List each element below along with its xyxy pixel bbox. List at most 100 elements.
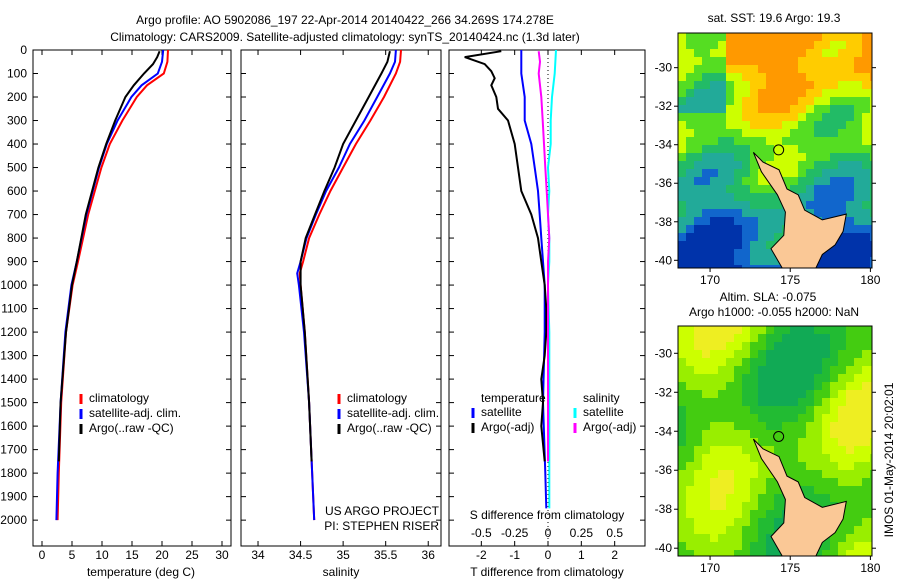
map-cell [734, 33, 742, 41]
map-cell [846, 526, 854, 534]
map-cell [742, 257, 750, 265]
map-cell [694, 129, 702, 137]
map-cell [774, 398, 782, 406]
map-cell [846, 177, 854, 185]
map-cell [774, 494, 782, 502]
map-cell [814, 201, 822, 209]
map-cell [814, 430, 822, 438]
map-cell [870, 65, 872, 73]
lat-tick-label: -30 [655, 346, 673, 360]
map-cell [710, 121, 718, 129]
x2-tick-label: 0.5 [606, 526, 623, 540]
map-cell [702, 494, 710, 502]
map-cell [782, 105, 790, 113]
map-cell [758, 518, 766, 526]
map-cell [774, 366, 782, 374]
map-cell [870, 478, 872, 486]
lat-tick-label: -30 [655, 61, 673, 75]
map-cell [766, 33, 774, 41]
map-cell [758, 217, 766, 225]
x-tick-label: 1 [578, 548, 585, 562]
map-cell [774, 265, 782, 268]
map-cell [870, 129, 872, 137]
map-cell [814, 193, 822, 201]
map-cell [710, 161, 718, 169]
lat-tick-label: -36 [655, 463, 673, 477]
map-cell [718, 478, 726, 486]
map-cell [790, 398, 798, 406]
map-cell [734, 438, 742, 446]
map-cell [790, 470, 798, 478]
map-cell [806, 470, 814, 478]
map-cell [702, 177, 710, 185]
map-cell [822, 430, 830, 438]
map-cell [806, 185, 814, 193]
depth-tick-label: 0 [20, 43, 27, 57]
map-cell [678, 121, 686, 129]
map-cell [774, 89, 782, 97]
series-climatology [56, 49, 169, 521]
map-cell [726, 414, 734, 422]
map-cell [782, 382, 790, 390]
map-cell [822, 326, 830, 334]
map-cell [686, 438, 694, 446]
map-cell [854, 177, 862, 185]
map-cell [830, 265, 838, 268]
map-cell [766, 398, 774, 406]
map-cell [710, 502, 718, 510]
map-cell [710, 382, 718, 390]
map-cell [830, 121, 838, 129]
map-cell [854, 161, 862, 169]
map-cell [734, 358, 742, 366]
map-cell [830, 65, 838, 73]
x-tick-label: 2 [611, 548, 618, 562]
map-cell [790, 438, 798, 446]
map-cell [774, 406, 782, 414]
map-cell [846, 446, 854, 454]
map-cell [814, 494, 822, 502]
map-cell [686, 350, 694, 358]
map-cell [726, 233, 734, 241]
map-cell [734, 65, 742, 73]
x-tick-label: 10 [95, 548, 109, 562]
map-cell [742, 57, 750, 65]
map-cell [862, 177, 870, 185]
map-cell [846, 342, 854, 350]
map-cell [766, 257, 774, 265]
map-cell [830, 478, 838, 486]
project-annotation: US ARGO PROJECT [325, 504, 440, 518]
map-cell [726, 438, 734, 446]
map-cell [726, 89, 734, 97]
map-cell [766, 390, 774, 398]
map-cell [838, 382, 846, 390]
map-cell [750, 265, 758, 268]
map-cell [846, 153, 854, 161]
map-cell [750, 105, 758, 113]
map-cell [678, 241, 686, 249]
map-cell [742, 49, 750, 57]
map-cell [862, 169, 870, 177]
map-cell [854, 41, 862, 49]
map-cell [750, 534, 758, 542]
map-cell [774, 57, 782, 65]
map-cell [686, 161, 694, 169]
map-cell [854, 249, 862, 257]
map-cell [798, 478, 806, 486]
map-cell [790, 414, 798, 422]
map-cell [870, 470, 872, 478]
map-cell [854, 526, 862, 534]
map-cell [710, 265, 718, 268]
map-cell [854, 454, 862, 462]
series-satellite-adj-clim- [296, 49, 397, 521]
map-cell [718, 502, 726, 510]
map-cell [726, 350, 734, 358]
map-cell [758, 145, 766, 153]
map-cell [838, 534, 846, 542]
map-cell [726, 342, 734, 350]
map-cell [862, 334, 870, 342]
map-cell [854, 145, 862, 153]
map-cell [694, 334, 702, 342]
map-cell [726, 390, 734, 398]
map-cell [766, 542, 774, 550]
map-cell [822, 550, 830, 556]
